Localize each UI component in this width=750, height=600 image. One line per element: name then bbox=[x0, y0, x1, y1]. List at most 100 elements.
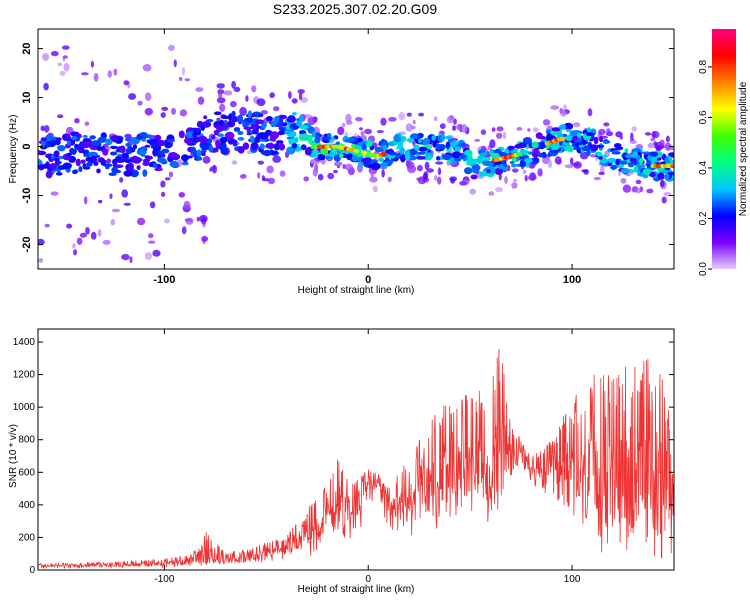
spectrogram-cell bbox=[320, 147, 329, 155]
spectrogram-cell bbox=[125, 137, 131, 142]
spectrogram-cell bbox=[411, 125, 416, 130]
spectrogram-cell bbox=[586, 127, 592, 133]
spectrogram-cell bbox=[105, 138, 113, 146]
spectrogram-cell bbox=[518, 142, 527, 149]
spectrogram-cell bbox=[41, 139, 46, 148]
spectrogram-cell bbox=[166, 139, 176, 143]
spectrogram-cell bbox=[259, 132, 269, 140]
spectrogram-cell bbox=[358, 161, 364, 168]
spectrogram-cell bbox=[633, 165, 639, 173]
spectrogram-cell bbox=[184, 140, 193, 144]
snr-x-tick-label: 0 bbox=[365, 574, 371, 585]
spectrogram-cell bbox=[564, 164, 574, 169]
spectrogram-cell bbox=[277, 130, 284, 136]
colorbar-tick-label: 0.2 bbox=[698, 211, 709, 225]
spectrogram-cell bbox=[607, 157, 617, 163]
spectrogram-cell bbox=[422, 137, 431, 145]
spectrogram-cell bbox=[271, 150, 279, 155]
spectrogram-cell bbox=[442, 154, 452, 161]
spectrogram-cell bbox=[416, 164, 423, 172]
spectrogram-cell bbox=[88, 151, 98, 157]
spectrogram-cell bbox=[445, 141, 451, 150]
spectrogram-cell bbox=[653, 141, 658, 146]
spectrogram-cell bbox=[642, 168, 652, 175]
spectrogram-cell bbox=[668, 152, 674, 157]
spectrogram-cell bbox=[460, 154, 466, 160]
spectrogram-cell bbox=[124, 159, 132, 164]
spectrogram-cell bbox=[624, 154, 633, 158]
spectrogram-cell bbox=[641, 151, 651, 155]
spectrogram-cell bbox=[89, 135, 96, 140]
snr-y-tick-label: 0 bbox=[29, 565, 35, 576]
spectrogram-cell bbox=[228, 140, 234, 145]
spectrogram-cell bbox=[466, 161, 471, 166]
spectrogram-cell bbox=[54, 139, 61, 146]
spectrogram-cell bbox=[569, 130, 580, 137]
spectrogram-cell bbox=[66, 223, 73, 229]
spectrogram-peak bbox=[380, 151, 387, 156]
spectrogram-cell bbox=[168, 44, 175, 52]
spectrogram-cell bbox=[278, 143, 286, 151]
spectrogram-cell bbox=[108, 172, 117, 176]
spectrogram-cell bbox=[416, 151, 427, 155]
spectrogram-cell bbox=[178, 192, 186, 198]
spectrogram-cell bbox=[438, 144, 446, 150]
spectrogram-cell bbox=[298, 92, 303, 101]
spectrogram-cell bbox=[603, 122, 610, 127]
spectrogram-cell bbox=[55, 172, 63, 176]
spectrogram-cell bbox=[142, 63, 152, 72]
spectrogram-cell bbox=[298, 125, 309, 130]
spectrogram-cell bbox=[193, 136, 201, 143]
spectrogram-cell bbox=[98, 199, 103, 204]
spectrogram-cell bbox=[228, 113, 233, 122]
spectrogram-cell bbox=[531, 157, 537, 161]
spectrogram-cell bbox=[113, 68, 118, 76]
spectrogram-cell bbox=[565, 128, 572, 133]
spectrogram-cell bbox=[479, 152, 488, 157]
spectrogram-cell bbox=[47, 140, 57, 148]
spectrogram-cell bbox=[109, 145, 118, 150]
spectrogram-cell bbox=[664, 156, 670, 164]
colorbar-tick-label: 0.6 bbox=[698, 110, 709, 124]
spectrogram-cell bbox=[136, 217, 146, 226]
spectrogram-cell bbox=[444, 135, 452, 140]
spectrogram-cell bbox=[160, 180, 166, 188]
spectrogram-cell bbox=[659, 179, 665, 188]
spectrogram-cell bbox=[205, 119, 214, 123]
spectrogram-cell bbox=[233, 127, 241, 132]
spectrogram-cell bbox=[650, 137, 655, 142]
spectrogram-cell bbox=[219, 103, 226, 112]
colorbar: 0.0 0.2 0.4 0.6 0.8 Normalized spectral ampl… bbox=[698, 29, 749, 276]
spectrogram-cell bbox=[554, 156, 562, 165]
spectrogram-cell bbox=[600, 165, 605, 174]
spectrogram-cell bbox=[113, 164, 124, 168]
spectrogram-cell bbox=[460, 123, 468, 133]
spectrogram-cell bbox=[57, 145, 66, 152]
spectrogram-cell bbox=[291, 143, 298, 149]
spectrogram-cell bbox=[195, 128, 200, 133]
spectrogram-cell bbox=[183, 200, 191, 210]
spectrogram-cell bbox=[524, 174, 528, 182]
spectrogram-cell bbox=[602, 140, 611, 144]
spectrogram-cell bbox=[496, 126, 504, 132]
spectrogram-cell bbox=[359, 127, 363, 131]
spectrogram-cell bbox=[606, 128, 611, 133]
spectrogram-peak bbox=[516, 152, 523, 157]
spectrogram-cell bbox=[479, 171, 484, 178]
spectrogram-x-label: Height of straight line (km) bbox=[298, 285, 415, 296]
spectrogram-cell bbox=[374, 146, 383, 153]
spectrogram-cell bbox=[164, 218, 170, 224]
spectrogram-cell bbox=[408, 155, 417, 161]
snr-background bbox=[38, 329, 674, 570]
spectrogram-cell bbox=[370, 162, 381, 171]
snr-y-tick-label: 1400 bbox=[13, 337, 36, 348]
spectrogram-cell bbox=[61, 45, 70, 50]
spectrogram-cell bbox=[142, 169, 148, 177]
spectrogram-cell bbox=[399, 147, 405, 155]
spectrogram-cell bbox=[267, 177, 276, 185]
spectrogram-cell bbox=[670, 146, 674, 151]
spectrogram-cell bbox=[259, 143, 265, 150]
spectrogram-cell bbox=[260, 110, 268, 115]
spectrogram-cell bbox=[38, 258, 44, 263]
spectrogram-cell bbox=[504, 176, 508, 184]
